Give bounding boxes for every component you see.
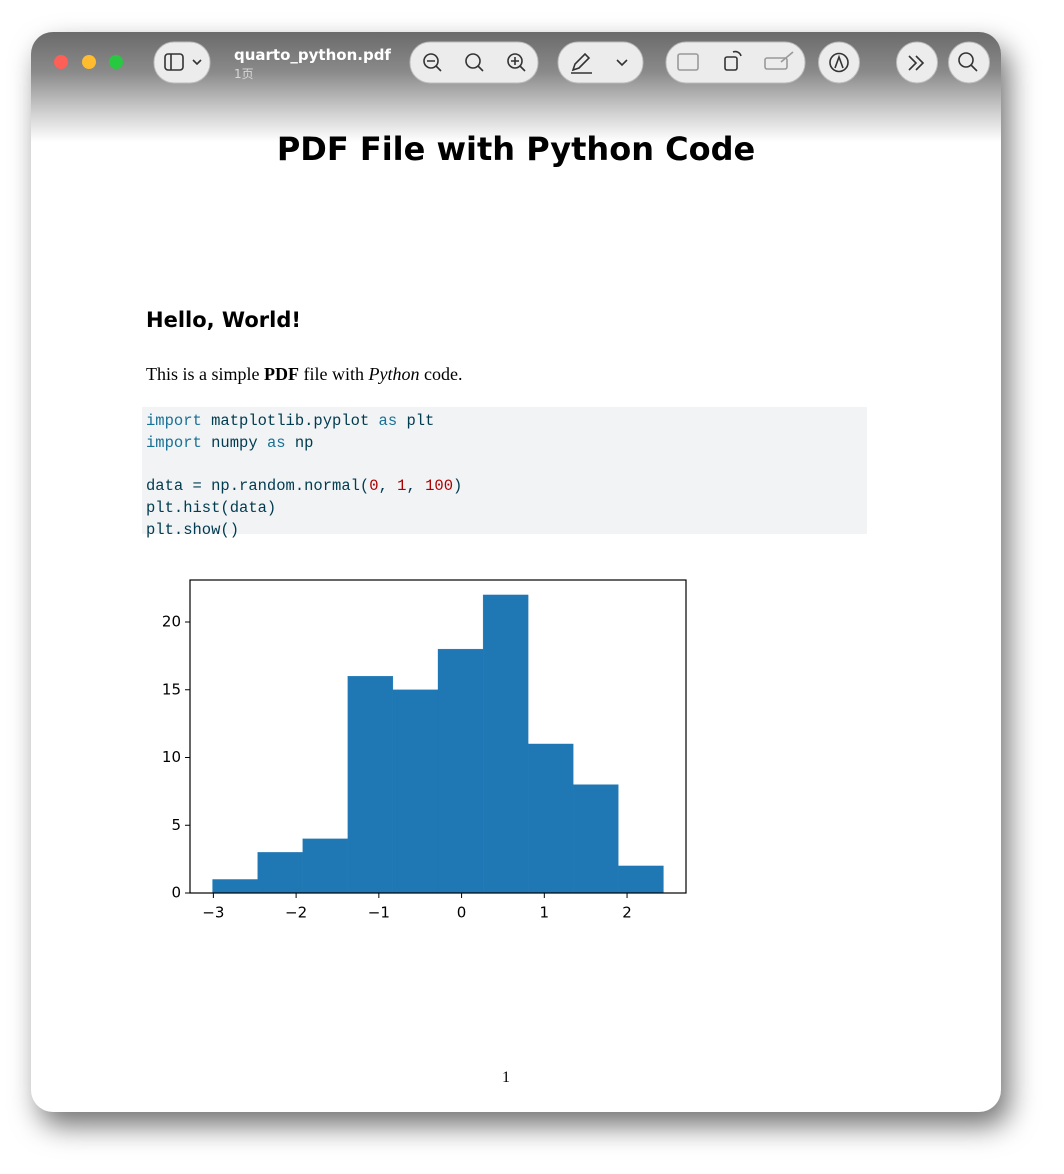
code-token: 0 [369, 477, 379, 496]
toolbar: quarto_python.pdf 1页 [31, 32, 1001, 142]
bar [482, 594, 529, 894]
bar [573, 784, 619, 894]
search-button[interactable] [948, 41, 990, 84]
page-info: 1页 [234, 67, 254, 81]
annotate-button[interactable] [818, 41, 860, 84]
axes-frame [189, 579, 687, 894]
document-title: PDF File with Python Code [276, 130, 756, 168]
code-token: 1 [397, 477, 407, 496]
text: This is a simple [146, 364, 264, 384]
code-token: ) [453, 477, 463, 496]
file-name: quarto_python.pdf [234, 46, 391, 64]
code-token: plt [397, 412, 435, 430]
x-tick-label: 2 [622, 904, 632, 922]
bar [437, 648, 484, 894]
code-token: import [146, 433, 202, 452]
code-token: plt.hist(data) [146, 499, 277, 518]
minimize-button[interactable] [82, 55, 96, 69]
bar [392, 689, 439, 894]
sidebar-button[interactable] [153, 41, 211, 84]
code-line: data = np.random.normal(0, 1, 100) [146, 476, 867, 498]
bar [212, 879, 258, 894]
y-tick-label: 15 [162, 680, 181, 698]
bar [528, 743, 574, 894]
zoom-button[interactable] [109, 55, 123, 69]
bar [302, 838, 348, 894]
x-tick-label: −1 [368, 904, 390, 922]
x-tick-label: 1 [540, 904, 550, 922]
code-token: numpy [201, 433, 267, 452]
code-line: import matplotlib.pyplot as plt [146, 411, 867, 433]
zoom-group[interactable] [409, 41, 539, 84]
y-tick-label: 20 [162, 613, 181, 631]
x-tick-label: 0 [457, 904, 467, 922]
code-token: as [378, 412, 398, 430]
x-tick-label: −3 [202, 904, 224, 922]
italic-text: Python [368, 364, 420, 384]
text: file with [299, 364, 369, 384]
y-tick-label: 5 [171, 816, 181, 834]
code-token: matplotlib.pyplot [201, 412, 379, 430]
more-button[interactable] [896, 41, 938, 84]
code-token: 100 [425, 477, 453, 496]
paragraph: This is a simple PDF file with Python co… [146, 364, 462, 385]
code-line: plt.show() [146, 520, 867, 542]
code-token: plt.show() [146, 520, 240, 539]
close-button[interactable] [54, 55, 68, 69]
x-tick-label: −2 [285, 904, 307, 922]
toolbar-icons [54, 41, 990, 84]
page-number: 1 [502, 1069, 510, 1086]
code-token: , [378, 477, 398, 496]
bar [618, 865, 664, 894]
code-line: plt.hist(data) [146, 498, 867, 520]
code-token: as [266, 433, 286, 452]
y-tick-label: 10 [162, 748, 181, 766]
code-line: import numpy as np [146, 433, 867, 455]
section-heading: Hello, World! [146, 308, 301, 332]
code-block: import matplotlib.pyplot as plt import nu… [142, 407, 867, 539]
bar [347, 676, 394, 894]
code-token: , [406, 477, 426, 496]
code-token: np [285, 433, 314, 452]
edit-group[interactable] [665, 41, 806, 84]
preview-window: quarto_python.pdf 1页 PDF File with Pytho… [31, 32, 1001, 1112]
y-tick-label: 0 [171, 884, 181, 902]
code-token: data = np.random.normal( [146, 477, 370, 496]
bold-text: PDF [264, 364, 299, 384]
code-line [146, 455, 867, 477]
bar [257, 852, 303, 894]
code-token: import [146, 412, 202, 430]
markup-button[interactable] [557, 41, 644, 84]
text: code. [419, 364, 463, 384]
